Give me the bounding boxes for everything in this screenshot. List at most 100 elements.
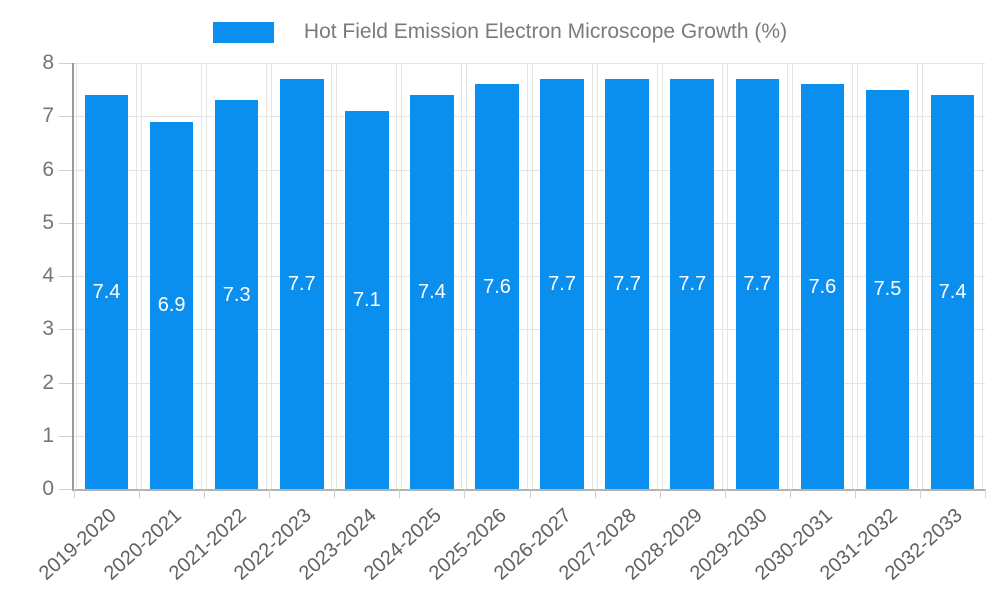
- x-tick-mark: [464, 489, 466, 498]
- category-cell: 7.1: [334, 63, 399, 489]
- category-cell: 7.4: [399, 63, 464, 489]
- v-gridline: [401, 63, 463, 489]
- y-gridline: [74, 222, 985, 224]
- legend-label: Hot Field Emission Electron Microscope G…: [303, 20, 788, 43]
- y-tick-mark: [59, 169, 72, 171]
- bar-2020-2021[interactable]: 6.9: [149, 121, 194, 489]
- v-gridline: [76, 63, 138, 489]
- x-tick-mark: [74, 489, 75, 498]
- v-gridline: [336, 63, 398, 489]
- legend-swatch: [212, 21, 274, 43]
- y-tick-mark: [59, 329, 72, 331]
- x-tick-mark: [659, 489, 661, 498]
- y-tick-mark: [59, 382, 72, 384]
- bar-value-label: 7.4: [938, 280, 967, 303]
- bar-value-label: 7.5: [873, 278, 902, 301]
- bar-2019-2020[interactable]: 7.4: [84, 94, 129, 489]
- x-tick-mark: [789, 489, 791, 498]
- category-cell: 7.4: [74, 63, 139, 489]
- v-gridline: [596, 63, 658, 489]
- y-gridline: [74, 116, 985, 118]
- y-gridline: [74, 169, 985, 171]
- category-cell: 7.5: [855, 63, 920, 489]
- bar-2029-2030[interactable]: 7.7: [735, 78, 780, 489]
- bar-2032-2033[interactable]: 7.4: [930, 94, 975, 489]
- bar-value-label: 7.1: [352, 288, 381, 311]
- x-tick-mark: [919, 489, 921, 498]
- bar-value-label: 7.6: [483, 275, 511, 298]
- category-cell: 6.9: [139, 63, 204, 489]
- bar-value-label: 7.7: [678, 272, 707, 295]
- v-gridline: [141, 63, 203, 489]
- bar-value-label: 7.7: [743, 272, 772, 295]
- y-gridline: [74, 435, 985, 437]
- y-tick-label: 2: [42, 370, 54, 394]
- category-cell: 7.4: [920, 63, 985, 489]
- x-tick-mark: [204, 489, 206, 498]
- category-cell: 7.7: [595, 63, 660, 489]
- category-cell: 7.3: [204, 63, 269, 489]
- legend: Hot Field Emission Electron Microscope G…: [0, 20, 1000, 44]
- v-gridline: [726, 63, 788, 489]
- y-tick-mark: [59, 222, 72, 224]
- bar-2025-2026[interactable]: 7.6: [475, 84, 519, 489]
- category-cell: 7.7: [530, 63, 595, 489]
- bar-value-label: 7.7: [548, 272, 576, 295]
- bar-value-label: 7.7: [613, 272, 642, 295]
- bar-2021-2022[interactable]: 7.3: [214, 100, 259, 489]
- legend-item[interactable]: Hot Field Emission Electron Microscope G…: [212, 20, 788, 44]
- v-gridline: [922, 63, 984, 489]
- y-gridline: [74, 329, 985, 331]
- y-tick-mark: [59, 435, 72, 437]
- x-tick-mark: [594, 489, 596, 498]
- x-tick-mark: [985, 489, 986, 498]
- bar-2027-2028[interactable]: 7.7: [605, 78, 649, 489]
- y-tick-label: 6: [42, 157, 54, 181]
- bar-value-label: 7.3: [222, 283, 251, 306]
- y-tick-label: 8: [42, 51, 54, 75]
- y-tick-label: 0: [42, 477, 54, 501]
- y-tick-label: 4: [42, 264, 54, 288]
- v-gridline: [791, 63, 853, 489]
- v-gridline: [661, 63, 723, 489]
- y-gridline: [74, 63, 985, 64]
- bar-2023-2024[interactable]: 7.1: [345, 110, 389, 489]
- bar-value-label: 7.7: [287, 272, 316, 295]
- bar-2022-2023[interactable]: 7.7: [279, 78, 324, 489]
- bar-value-label: 7.4: [418, 280, 446, 303]
- y-tick-label: 7: [42, 104, 54, 128]
- y-tick-mark: [59, 489, 72, 490]
- bar-value-label: 7.4: [92, 280, 121, 303]
- y-tick-mark: [59, 63, 72, 64]
- category-cell: 7.7: [725, 63, 790, 489]
- category-cell: 7.6: [464, 63, 529, 489]
- y-gridline: [74, 276, 985, 277]
- x-tick-mark: [724, 489, 726, 498]
- bar-value-label: 7.6: [808, 275, 837, 298]
- y-tick-label: 5: [42, 210, 54, 234]
- x-tick-mark: [529, 489, 531, 498]
- bar-2031-2032[interactable]: 7.5: [865, 89, 910, 489]
- y-tick-mark: [59, 116, 72, 118]
- x-tick-mark: [269, 489, 271, 498]
- bar-2028-2029[interactable]: 7.7: [670, 78, 715, 489]
- x-tick-mark: [854, 489, 856, 498]
- cells: 7.4 6.9 7.3 7.7 7.1 7.4 7.6 7.7 7.7 7.7 7.7 7.6 7.5 7…: [74, 63, 985, 489]
- bar-value-label: 6.9: [157, 294, 186, 317]
- x-tick-mark: [139, 489, 141, 498]
- category-cell: 7.6: [790, 63, 855, 489]
- v-gridline: [206, 63, 268, 489]
- y-gridline: [74, 382, 985, 384]
- category-cell: 7.7: [660, 63, 725, 489]
- v-gridline: [271, 63, 333, 489]
- y-tick-label: 3: [42, 317, 54, 341]
- x-tick-mark: [334, 489, 336, 498]
- v-gridline: [531, 63, 593, 489]
- bar-2024-2025[interactable]: 7.4: [410, 94, 454, 489]
- bar-2026-2027[interactable]: 7.7: [540, 78, 584, 489]
- bar-2030-2031[interactable]: 7.6: [800, 84, 845, 489]
- y-tick-mark: [59, 276, 72, 277]
- v-gridline: [856, 63, 919, 489]
- v-gridline: [466, 63, 528, 489]
